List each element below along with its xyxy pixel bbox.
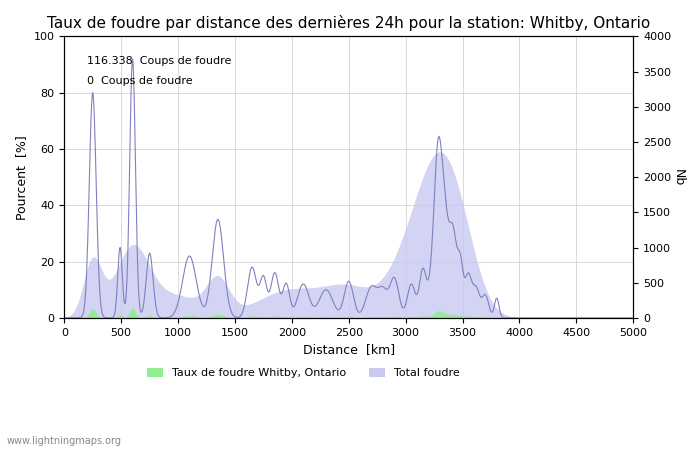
Y-axis label: Nb: Nb: [672, 168, 685, 186]
Text: 0  Coups de foudre: 0 Coups de foudre: [87, 76, 192, 86]
Text: www.lightningmaps.org: www.lightningmaps.org: [7, 436, 122, 446]
Title: Taux de foudre par distance des dernières 24h pour la station: Whitby, Ontario: Taux de foudre par distance des dernière…: [47, 15, 650, 31]
Y-axis label: Pourcent  [%]: Pourcent [%]: [15, 135, 28, 220]
Legend: Taux de foudre Whitby, Ontario, Total foudre: Taux de foudre Whitby, Ontario, Total fo…: [142, 363, 464, 383]
X-axis label: Distance  [km]: Distance [km]: [302, 343, 395, 356]
Text: 116.338  Coups de foudre: 116.338 Coups de foudre: [87, 56, 232, 66]
